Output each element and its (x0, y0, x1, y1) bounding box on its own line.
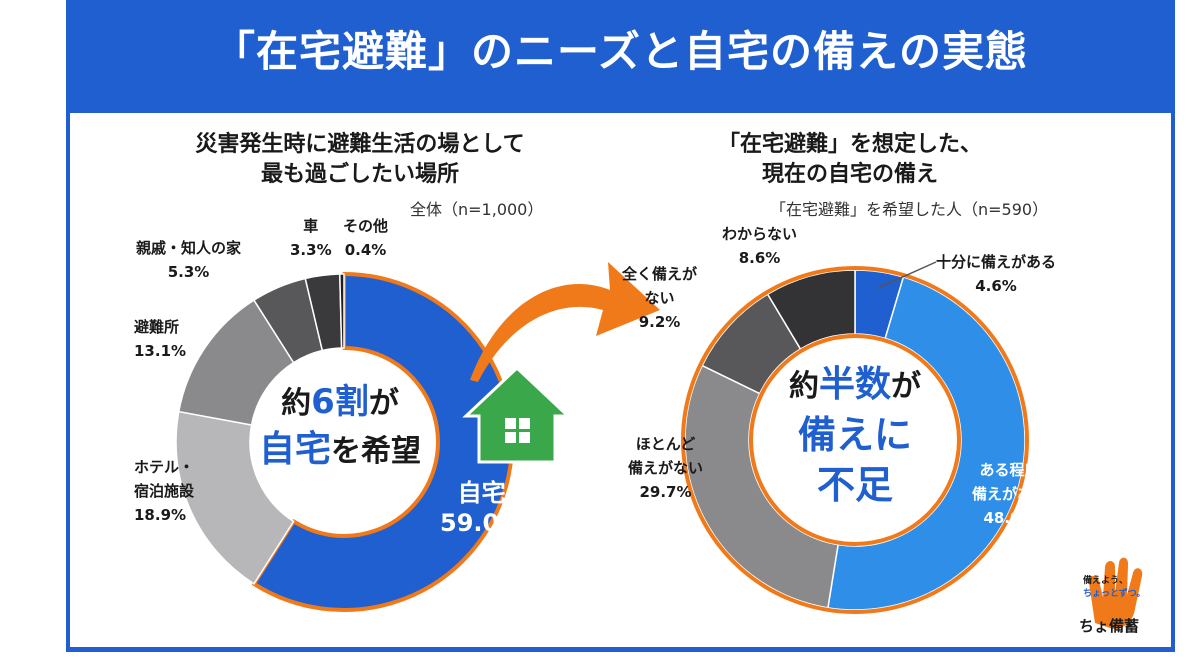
slice-value-relative: 5.3% (167, 263, 210, 281)
slice-value-somewhat: 48.0% (983, 509, 1036, 527)
left-chart-title-line2: 最も過ごしたい場所 (260, 162, 459, 187)
left-center-num: 6割 (311, 382, 369, 422)
donut-right-outer-ring (681, 266, 1029, 614)
slice-label-other: その他 0.4% (343, 214, 388, 262)
slice-label-car: 車 3.3% (290, 214, 332, 262)
right-chart-title: 「在宅避難」を想定した、 現在の自宅の備え (640, 130, 1060, 190)
slice-value-unknown: 8.6% (738, 249, 781, 267)
left-center-text: 約6割が 自宅を希望 (240, 380, 440, 476)
right-center-text: 約半数が 備えに 不足 (760, 362, 950, 510)
logo-line1: 備えよう、 (1083, 576, 1129, 586)
right-center-pre: 約 (788, 369, 819, 404)
transition-arrow-icon (470, 262, 660, 382)
slice-value-hardly: 29.7% (639, 483, 692, 501)
slice-value-home: 59.0% (440, 509, 524, 537)
left-chart-subtitle: 全体（n=1,000） (410, 200, 544, 219)
slice-value-none: 9.2% (638, 313, 681, 331)
logo-brand: ちょ備蓄 (1079, 617, 1140, 635)
left-chart-title: 災害発生時に避難生活の場として 最も過ごしたい場所 (140, 130, 580, 190)
slice-name-other: その他 (343, 217, 389, 235)
slice-label-hardly: ほとんど 備えがない 29.7% (628, 432, 703, 504)
donut-left-highlight-outline (251, 272, 514, 612)
slice-label-relative: 親戚・知人の家 5.3% (136, 236, 241, 284)
slice-value-car: 3.3% (290, 241, 332, 259)
hand-logo-icon (1088, 557, 1143, 629)
slice-label-enough: 十分に備えがある 4.6% (936, 250, 1056, 298)
right-chart-title-line1: 「在宅避難」を想定した、 (717, 132, 982, 157)
slice-label-unknown: わからない 8.6% (722, 222, 797, 270)
slice-label-home: 自宅 59.0% (440, 478, 523, 538)
slice-value-other: 0.4% (344, 241, 387, 259)
logo-line2: ちょっとずつ。 (1083, 589, 1146, 599)
house-icon (462, 365, 572, 464)
slice-name-unknown: わからない (722, 225, 798, 243)
slice-value-hotel: 18.9% (134, 506, 187, 524)
right-center-num: 半数 (818, 364, 891, 405)
slice-name-car: 車 (303, 217, 319, 235)
left-center-post: が (368, 386, 399, 421)
right-center-post: が (891, 369, 921, 404)
right-donut (681, 266, 1029, 614)
slice-name-none-2: ない (644, 289, 675, 307)
donut-right-inner-ring (749, 334, 961, 546)
slice-label-none: 全く備えが ない 9.2% (622, 262, 697, 334)
logo-tagline: 備えよう、 ちょっとずつ。 (1083, 575, 1145, 601)
slice-name-none-1: 全く備えが (622, 265, 698, 283)
left-chart-title-line1: 災害発生時に避難生活の場として (195, 132, 525, 157)
slice-label-somewhat: ある程度 備えがある 48.0% (972, 458, 1047, 530)
leader-line-enough (877, 261, 937, 289)
left-center-pre: 約 (281, 386, 312, 421)
brand-logo: 備えよう、 ちょっとずつ。 ちょ備蓄 (1075, 553, 1155, 638)
left-donut (175, 272, 514, 612)
slice-name-relative: 親戚・知人の家 (136, 239, 242, 257)
donut-left-slice-5 (339, 273, 345, 349)
slice-label-shelter: 避難所 13.1% (134, 315, 186, 363)
right-center-line2: 備えに (797, 413, 912, 457)
left-center-hope: を希望 (331, 434, 421, 469)
slice-name-enough: 十分に備えがある (936, 253, 1057, 271)
slice-name-shelter: 避難所 (134, 318, 180, 336)
slice-value-enough: 4.6% (975, 277, 1017, 295)
right-center-line3: 不足 (816, 463, 893, 507)
left-center-home: 自宅 (258, 429, 331, 470)
slice-name-somewhat-1: ある程度 (979, 461, 1040, 479)
slice-name-hardly-1: ほとんど (635, 435, 696, 453)
slice-label-hotel: ホテル・ 宿泊施設 18.9% (134, 455, 194, 527)
slice-value-shelter: 13.1% (134, 342, 187, 360)
donut-left-slice-1 (175, 410, 295, 585)
slice-name-hotel-1: ホテル・ (134, 458, 195, 476)
right-chart-title-line2: 現在の自宅の備え (761, 162, 938, 187)
slice-name-hardly-2: 備えがない (628, 459, 704, 477)
slice-name-somewhat-2: 備えがある (972, 485, 1048, 503)
page-title: 「在宅避難」のニーズと自宅の備えの実態 (213, 27, 1028, 76)
slice-name-hotel-2: 宿泊施設 (134, 482, 195, 500)
right-chart-subtitle: 「在宅避難」を希望した人（n=590） (770, 200, 1049, 219)
slice-name-home: 自宅 (457, 479, 506, 507)
